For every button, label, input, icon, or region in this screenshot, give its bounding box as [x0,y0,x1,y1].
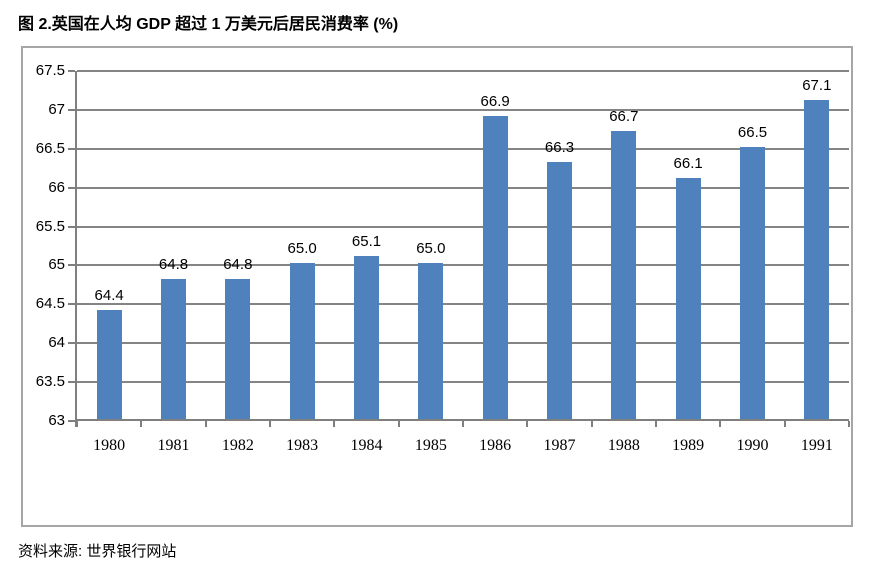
y-axis-tick-mark [68,147,75,150]
x-tick-label: 1990 [736,437,769,454]
bar-value-label: 66.5 [737,123,768,141]
gridline [77,381,849,384]
bar-value-label: 64.8 [223,256,253,273]
source-note: 资料来源: 世界银行网站 [18,543,177,560]
bar-value-label: 66.1 [673,154,703,172]
x-axis-tick-mark [76,421,78,427]
y-axis-tick-mark [68,342,75,345]
bar-value-label: 65.1 [351,232,382,250]
chart-title: 图 2.英国在人均 GDP 超过 1 万美元后居民消费率 (%) [18,16,399,33]
bar-value-label: 65.0 [287,240,317,258]
y-axis-tick-mark [68,70,75,72]
bar-1980 [96,310,122,419]
y-axis-tick-mark [68,303,75,306]
x-axis-tick-mark [462,421,464,427]
y-tick-label: 63.5 [35,373,65,391]
y-tick-label: 63 [48,412,65,429]
y-axis-tick-mark [68,420,75,422]
x-tick-label: 1984 [350,437,383,454]
x-axis-tick-mark [719,421,722,427]
bar-value-label: 66.7 [609,108,639,126]
x-axis-tick-mark [526,421,529,427]
x-tick-label: 1986 [479,437,512,454]
y-tick-label: 65.5 [35,217,65,235]
y-tick-label: 65 [48,256,65,274]
y-axis-tick-mark [68,108,75,111]
bar-value-label: 66.3 [544,139,575,157]
bar-value-label: 66.9 [480,92,510,110]
x-axis-tick-mark [269,421,271,427]
bar-1987 [547,162,572,419]
y-axis-line [75,71,77,427]
y-tick-label: 67.5 [35,62,65,79]
x-tick-label: 1989 [672,437,705,454]
bar-value-label: 64.4 [94,287,124,305]
gridline [77,70,849,72]
gridline [77,342,849,345]
bar-1986 [482,115,508,419]
bar-1991 [804,100,830,419]
y-tick-label: 66.5 [35,139,65,157]
bar-1984 [354,255,379,419]
x-axis-tick-mark [140,421,143,427]
y-tick-label: 64.5 [35,295,65,313]
gridline [77,147,849,150]
plot-area: 63 63.5 64 64.5 65 65.5 66 66.5 67 67.5 64.4 1980 64… [36,62,850,454]
y-tick-label: 64 [48,334,65,352]
y-axis-tick-mark [68,264,75,267]
y-axis-tick-mark [68,225,75,228]
x-axis-line [75,419,849,421]
gridline [77,186,849,189]
gridline [77,225,849,228]
bar-value-label: 65.0 [416,240,446,258]
x-axis-tick-mark [783,421,786,427]
x-tick-label: 1985 [414,437,447,454]
x-axis-tick-mark [848,421,850,427]
x-tick-label: 1980 [93,437,126,454]
x-axis-tick-mark [333,421,336,427]
bar-value-label: 67.1 [802,77,832,95]
chart-frame: 63 63.5 64 64.5 65 65.5 66 66.5 67 67.5 64.4 1980 64… [21,46,853,527]
y-axis-tick-mark [68,186,75,189]
x-axis-tick-mark [590,421,593,427]
x-tick-label: 1988 [607,437,640,454]
x-tick-label: 1991 [800,437,833,454]
x-axis-tick-mark [655,421,657,427]
y-tick-label: 67 [48,100,65,118]
bar-value-label: 64.8 [158,256,189,273]
x-tick-label: 1982 [221,437,254,454]
bar-1982 [225,279,251,419]
bar-1988 [611,131,637,419]
gridline [77,264,849,267]
bar-1981 [161,279,186,419]
bar-1990 [740,146,765,419]
x-tick-label: 1983 [286,437,319,454]
gridline [77,108,849,111]
x-axis-tick-mark [204,421,207,427]
x-tick-label: 1981 [157,437,190,454]
bar-1983 [289,263,315,419]
y-axis-tick-mark [68,381,75,384]
gridline [77,303,849,306]
bar-1985 [418,263,444,419]
bar-1989 [675,177,701,419]
x-tick-label: 1987 [543,437,576,454]
x-axis-tick-mark [397,421,400,427]
y-tick-label: 66 [48,178,65,196]
